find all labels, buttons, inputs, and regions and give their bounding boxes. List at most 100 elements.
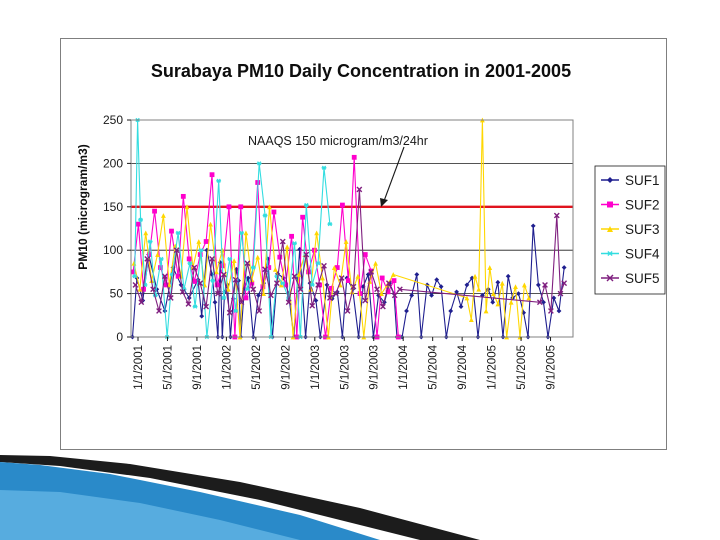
- marker-stroke: [607, 250, 613, 257]
- data-point-suf5: [220, 271, 227, 278]
- data-point-suf3: [373, 260, 378, 266]
- data-point-suf5: [327, 295, 333, 301]
- marker-stroke: [192, 304, 198, 309]
- data-point-suf3: [464, 295, 470, 301]
- marker-stroke: [132, 274, 137, 279]
- legend: SUF1 SUF2 SUF3 SUF4 SUF5: [594, 165, 666, 295]
- data-point-suf1: [256, 292, 261, 298]
- marker-stroke: [350, 283, 357, 290]
- data-point-suf2: [163, 282, 169, 288]
- annotation-text: NAAQS 150 microgram/m3/24hr: [248, 134, 428, 148]
- data-point-suf1: [414, 272, 420, 277]
- data-point-suf2: [191, 279, 197, 284]
- marker-stroke: [221, 295, 226, 301]
- marker-stroke: [226, 309, 233, 316]
- series-suf5: [132, 186, 568, 316]
- data-point-suf5: [356, 186, 363, 193]
- marker-stroke: [303, 251, 310, 258]
- data-point-suf5: [368, 269, 375, 275]
- marker-stroke: [396, 286, 403, 293]
- data-point-suf3: [521, 282, 527, 288]
- legend-box: [594, 165, 666, 295]
- marker-stroke: [297, 286, 304, 293]
- data-point-suf3: [284, 244, 290, 250]
- data-point-suf3: [255, 254, 261, 260]
- data-point-suf2: [385, 289, 391, 295]
- marker-stroke: [268, 292, 274, 299]
- x-tick-label: 9/1/2002: [280, 345, 292, 390]
- annotation: NAAQS 150 microgram/m3/24hr: [248, 134, 428, 207]
- marker-stroke: [321, 262, 327, 269]
- data-point-suf5: [332, 290, 339, 297]
- data-point-suf5: [285, 299, 292, 306]
- data-point-suf2: [334, 265, 340, 270]
- data-point-suf3: [231, 258, 237, 264]
- x-tick-label: 1/1/2005: [487, 345, 499, 390]
- data-point-suf5: [321, 262, 327, 269]
- data-point-suf5: [350, 283, 357, 290]
- data-point-suf2: [266, 265, 272, 270]
- data-point-suf4: [158, 256, 164, 262]
- data-point-suf4: [147, 239, 153, 244]
- marker-stroke: [280, 281, 285, 286]
- data-point-suf2: [135, 221, 141, 227]
- x-tick-label: 5/1/2004: [428, 344, 440, 389]
- y-axis-label: PM10 (microgram/m3): [76, 144, 90, 269]
- marker-stroke: [338, 275, 345, 281]
- data-point-suf5: [185, 301, 192, 307]
- data-point-suf4: [250, 265, 256, 270]
- data-point-suf4: [138, 217, 143, 222]
- chart-title: Surabaya PM10 Daily Concentration in 200…: [151, 61, 571, 81]
- data-point-suf1: [516, 291, 521, 296]
- data-point-suf3: [468, 317, 474, 323]
- marker-stroke: [238, 299, 245, 306]
- x-tick-label: 9/1/2004: [457, 344, 469, 389]
- data-point-suf3: [390, 272, 396, 277]
- data-point-suf5: [536, 299, 543, 306]
- data-point-suf2: [300, 214, 306, 220]
- plot-area-border: [130, 119, 574, 338]
- data-point-suf5: [338, 275, 345, 281]
- data-point-suf3: [495, 301, 501, 307]
- data-point-suf2: [175, 273, 181, 279]
- data-point-suf1: [365, 272, 371, 277]
- x-tick-label: 9/1/2003: [369, 345, 381, 390]
- marker-stroke: [156, 308, 162, 314]
- marker-stroke: [256, 308, 263, 314]
- data-point-suf5: [268, 292, 274, 299]
- marker-stroke: [239, 230, 244, 235]
- marker-stroke: [380, 303, 386, 310]
- decor-swoosh-light: [0, 490, 300, 540]
- data-point-suf1: [434, 277, 440, 283]
- data-point-suf2: [169, 228, 174, 234]
- data-point-suf3: [261, 291, 266, 296]
- data-point-suf3: [355, 273, 361, 279]
- data-point-suf5: [561, 280, 568, 287]
- data-point-suf2: [130, 269, 136, 275]
- data-point-suf3: [513, 284, 518, 290]
- x-tick-label: 5/1/2002: [251, 345, 263, 390]
- data-point-suf3: [225, 286, 231, 292]
- data-point-suf1: [469, 275, 475, 281]
- data-point-suf3: [137, 286, 143, 292]
- data-point-suf3: [196, 239, 202, 244]
- marker-stroke: [138, 299, 145, 306]
- data-point-suf4: [303, 202, 309, 208]
- data-point-suf2: [351, 154, 357, 160]
- marker-stroke: [176, 230, 181, 235]
- marker-stroke: [244, 260, 251, 267]
- data-point-suf5: [238, 299, 245, 306]
- data-point-suf4: [327, 222, 333, 227]
- data-point-suf2: [362, 252, 368, 257]
- legend-label-suf3: SUF3: [625, 222, 660, 237]
- marker-stroke: [148, 239, 153, 244]
- y-tick-label: 200: [103, 156, 123, 170]
- data-point-suf5: [197, 280, 204, 287]
- data-point-suf5: [303, 251, 310, 258]
- chart-svg: 0 50 100 150 200 250 1/1/2001 5/1/2001 9/1/2001 1…: [76, 61, 666, 390]
- data-point-suf4: [280, 281, 286, 286]
- legend-label-suf1: SUF1: [625, 173, 660, 188]
- data-point-suf5: [315, 282, 322, 288]
- data-point-suf3: [249, 277, 255, 283]
- data-point-suf5: [161, 273, 168, 280]
